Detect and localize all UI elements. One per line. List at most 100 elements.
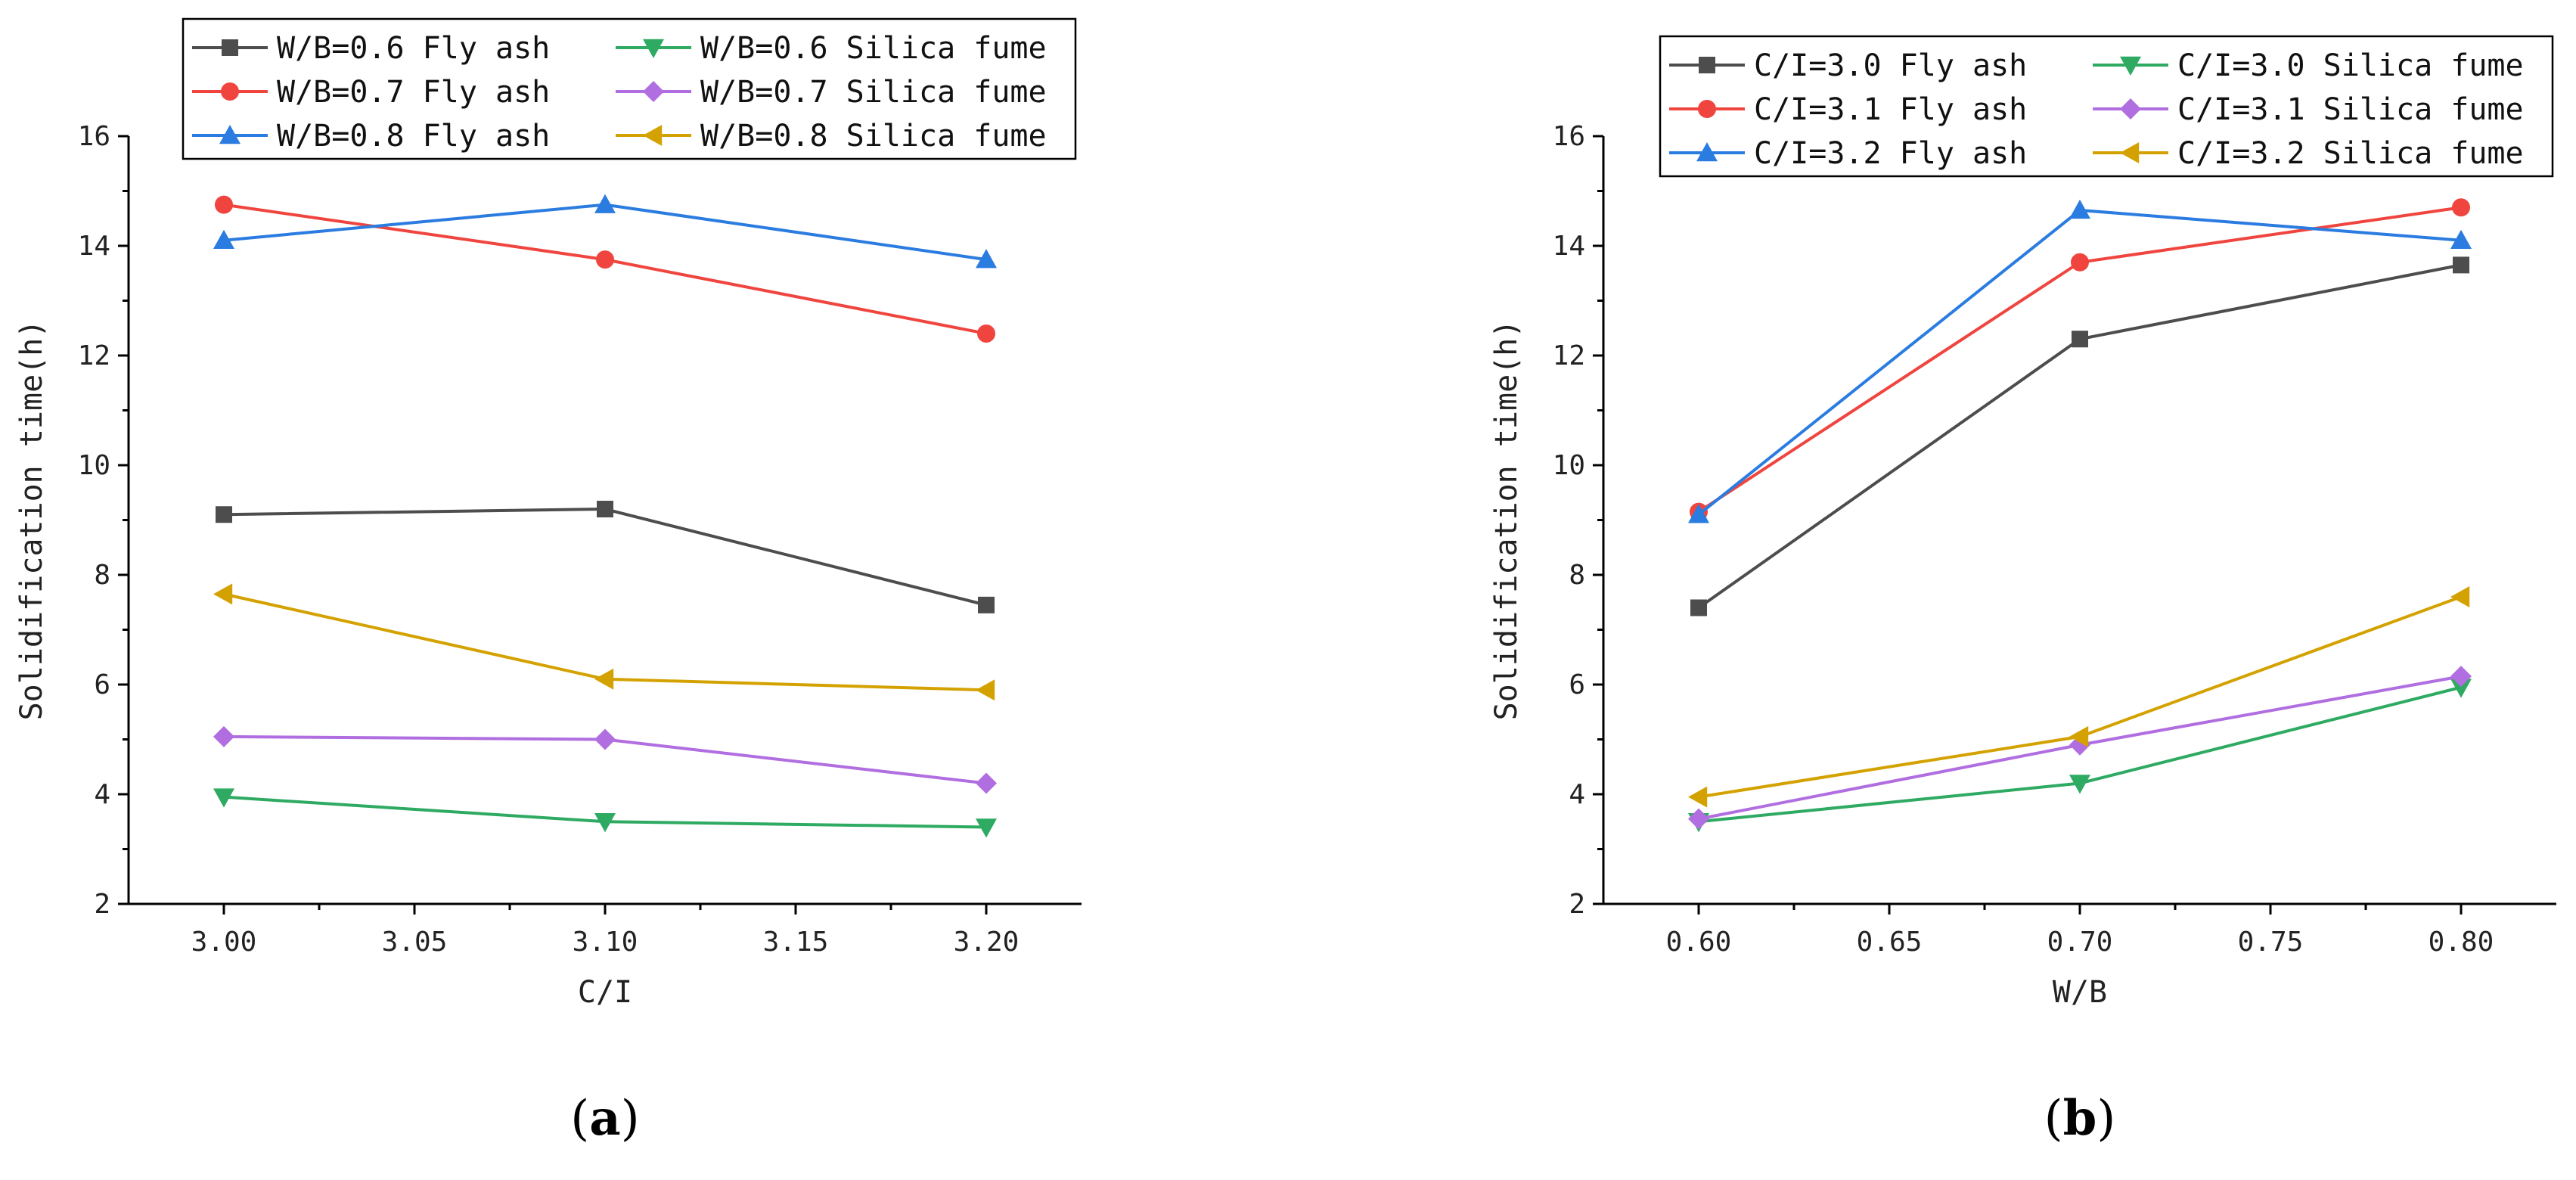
panel-label: (b) [2044,1090,2116,1147]
y-tick-label: 14 [78,231,110,262]
data-point [2069,725,2089,747]
legend-swatch-marker [643,125,663,146]
x-tick-label: 0.70 [2047,927,2113,958]
legend: W/B=0.6 Fly ash W/B=0.7 Fly ash W/B=0.8 Fl… [182,17,1077,160]
x-axis-title: W/B [2053,975,2107,1010]
series-line [1697,206,2462,514]
series-6 [213,583,995,701]
data-point [976,249,997,269]
legend-label: C/I=3.0 Fly ash [1754,48,2027,83]
data-point [213,725,234,747]
data-point [2450,678,2472,698]
legend-label: W/B=0.7 Fly ash [277,75,550,110]
legend-swatch-marker [221,82,239,101]
y-tick-label: 12 [78,340,110,371]
series-3 [213,194,997,269]
data-point [594,728,616,750]
data-point [1688,808,1709,830]
data-point [594,194,616,213]
legend-swatch-marker [2120,98,2141,120]
y-axis-title: Solidification time(h) [14,320,49,721]
data-point [213,229,234,249]
legend-item: W/B=0.7 Fly ash [192,75,550,110]
chart-a: 2 4 6 8 10 12 14 16 3.00 3.05 3.10 3.15 3.20 C/I Solid… [14,17,1082,1147]
data-point [2450,666,2472,688]
series-5 [1688,666,2472,830]
panel-label-open: ( [570,1091,589,1147]
y-axis-title: Solidification time(h) [1489,320,1524,721]
data-point [976,772,997,794]
legend-label: C/I=3.2 Fly ash [1754,136,2027,171]
legend-swatch-marker [222,39,238,56]
y-tick-label: 2 [1569,889,1585,920]
x-axis-title: C/I [578,975,632,1010]
legend-label: W/B=0.6 Fly ash [277,31,550,66]
panel-label: (a) [570,1090,639,1147]
x-tick-label: 3.10 [573,927,638,958]
y-tick-label: 8 [94,560,110,591]
y-tick-label: 4 [94,779,110,810]
series-2 [215,195,995,343]
y-tick-label: 10 [78,450,110,481]
data-point [2450,229,2472,249]
legend-item: W/B=0.6 Fly ash [192,31,550,66]
legend-item: C/I=3.1 Silica fume [2093,92,2524,127]
legend-swatch-marker [2120,56,2141,76]
x-tick-label: 3.15 [763,927,829,958]
legend-label: W/B=0.6 Silica fume [700,31,1047,66]
data-point [215,195,233,214]
series-4 [213,788,997,838]
data-point [597,501,613,517]
legend-swatch-marker [643,81,664,102]
data-point [213,788,234,808]
y-tick-label: 12 [1553,340,1585,371]
legend-swatch-marker [2120,142,2140,163]
data-point [976,818,997,838]
data-point [2452,198,2470,217]
data-point [976,679,995,701]
series-3 [1688,199,2472,523]
x-tick-label: 0.60 [1666,927,1732,958]
legend-label: C/I=3.2 Silica fume [2177,136,2524,171]
legend-item: C/I=3.0 Silica fume [2093,48,2524,83]
data-point [2072,331,2088,348]
data-point [977,324,995,343]
legend: C/I=3.0 Fly ash C/I=3.1 Fly ash C/I=3.2 Fl… [1659,35,2554,178]
legend-label: C/I=3.1 Fly ash [1754,92,2027,127]
series-line [223,507,987,607]
legend-label: C/I=3.0 Silica fume [2177,48,2524,83]
data-point [594,813,616,833]
panel-label-open: ( [2044,1091,2063,1147]
data-point [1688,786,1708,808]
legend-item: C/I=3.0 Fly ash [1669,48,2027,83]
legend-swatch-marker [1699,57,1715,73]
legend-swatch-marker [643,39,664,58]
data-point [1688,504,1709,523]
y-tick-label: 8 [1569,560,1585,591]
data-point [216,506,232,523]
series-line [223,203,987,335]
x-tick-label: 3.20 [954,927,1020,958]
legend-label: C/I=3.1 Silica fume [2177,92,2524,127]
y-tick-label: 16 [78,121,110,152]
data-point [2069,199,2090,219]
x-tick-label: 0.75 [2238,927,2304,958]
y-tick-label: 2 [94,889,110,920]
y-tick-label: 10 [1553,450,1585,481]
y-tick-label: 14 [1553,231,1585,262]
data-point [2450,586,2470,607]
data-point [2453,256,2469,274]
data-point [594,668,614,690]
legend-swatch-marker [219,125,241,144]
legend-item: W/B=0.8 Silica fume [616,119,1047,154]
legend-item: W/B=0.8 Fly ash [192,119,550,154]
legend-item: C/I=3.1 Fly ash [1669,92,2027,127]
series-6 [1688,586,2470,808]
chart-b: 2 4 6 8 10 12 14 16 0.60 0.65 0.70 0.75 0.80 W/B Solid… [1489,35,2556,1147]
series-4 [1688,678,2472,833]
legend-swatch-marker [1696,142,1718,162]
x-tick-label: 0.80 [2429,927,2494,958]
x-tick-label: 3.00 [191,927,257,958]
